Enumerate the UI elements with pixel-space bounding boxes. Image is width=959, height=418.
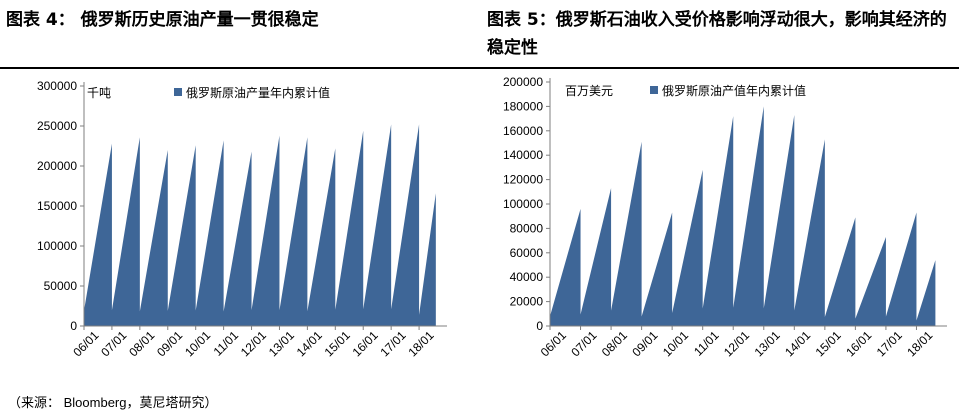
chart-0-x-tick-label: 09/01 [154, 328, 185, 359]
chart-1-y-tick-label: 40000 [510, 270, 544, 284]
chart-1-x-tick-label: 10/01 [660, 328, 691, 359]
left-chart-title: 图表 4： 俄罗斯历史原油产量一贯很稳定 [6, 10, 319, 30]
left-chart: 0 50000 100000 150000 200000 250000 300000 06/0… [0, 72, 470, 390]
chart-1-y-tick-label: 80000 [510, 221, 544, 235]
chart-0-y-tick-label: 100000 [37, 239, 77, 253]
chart-1-legend-swatch [650, 86, 658, 94]
chart-0-y-tick-label: 250000 [37, 119, 77, 133]
source-note: （来源： Bloomberg，莫尼塔研究） [8, 395, 218, 410]
chart-1-x-tick-label: 17/01 [874, 328, 905, 359]
chart-1-x-tick-label: 08/01 [599, 328, 630, 359]
chart-0-x-tick-label: 18/01 [405, 328, 436, 359]
chart-1-x-tick-label: 12/01 [721, 328, 752, 359]
chart-0-x-tick-label: 13/01 [266, 328, 297, 359]
chart-0-x-tick-label: 08/01 [126, 328, 157, 359]
right-chart: 0 20000 40000 60000 80000 100000 120000 140000 1… [483, 72, 959, 390]
chart-1-legend-label: 俄罗斯原油产值年内累计值 [662, 83, 806, 98]
chart-0-x-tick-label: 11/01 [211, 328, 242, 359]
chart-1-y-tick-label: 180000 [503, 99, 543, 113]
title-divider [0, 67, 959, 69]
chart-0-y-tick-label: 200000 [37, 159, 77, 173]
chart-0-x-tick-label: 16/01 [350, 328, 381, 359]
chart-1-y-tick-label: 0 [536, 319, 543, 333]
chart-1-x-tick-label: 14/01 [782, 328, 813, 359]
chart-0-y-tick-label: 300000 [37, 79, 77, 93]
chart-1-y-tick-label: 120000 [503, 173, 543, 187]
chart-1-x-tick-label: 09/01 [629, 328, 660, 359]
chart-1-y-tick-label: 200000 [503, 75, 543, 89]
chart-0-x-tick-label: 14/01 [294, 328, 325, 359]
chart-1-series-area [550, 106, 936, 327]
chart-0-x-tick-label: 12/01 [238, 328, 269, 359]
chart-0-x-tick-label: 17/01 [377, 328, 408, 359]
chart-1-x-tick-label: 15/01 [813, 328, 844, 359]
chart-1-x-tick-label: 07/01 [568, 328, 599, 359]
chart-1-x-tick-label: 13/01 [752, 328, 783, 359]
chart-0-y-tick-label: 50000 [44, 279, 78, 293]
chart-0-x-tick-label: 10/01 [182, 328, 213, 359]
chart-1-x-tick-label: 18/01 [904, 328, 935, 359]
chart-1-y-tick-label: 20000 [510, 295, 544, 309]
left-chart-svg: 05000010000015000020000025000030000006/0… [37, 79, 447, 359]
right-chart-title: 图表 5：俄罗斯石油收入受价格影响浮动很大，影响其经济的稳定性 [487, 10, 947, 58]
chart-1-y-tick-label: 160000 [503, 124, 543, 138]
chart-0-y-tick-label: 150000 [37, 199, 77, 213]
chart-0-x-tick-label: 07/01 [98, 328, 129, 359]
chart-1-y-tick-label: 60000 [510, 246, 544, 260]
chart-0-legend-swatch [174, 88, 182, 96]
chart-0-series-area [84, 124, 436, 327]
chart-0-y-tick-label: 0 [70, 319, 77, 333]
chart-1-x-tick-label: 16/01 [843, 328, 874, 359]
chart-1-y-tick-label: 140000 [503, 148, 543, 162]
chart-0-unit-label: 千吨 [87, 86, 111, 100]
chart-1-y-tick-label: 100000 [503, 197, 543, 211]
chart-1-unit-label: 百万美元 [565, 84, 613, 98]
chart-0-legend-label: 俄罗斯原油产量年内累计值 [186, 85, 330, 100]
chart-0-x-tick-label: 15/01 [322, 328, 353, 359]
chart-1-x-tick-label: 11/01 [691, 328, 722, 359]
right-chart-svg: 0 20000 40000 60000 80000 100000 120000 140000 1… [503, 75, 947, 359]
